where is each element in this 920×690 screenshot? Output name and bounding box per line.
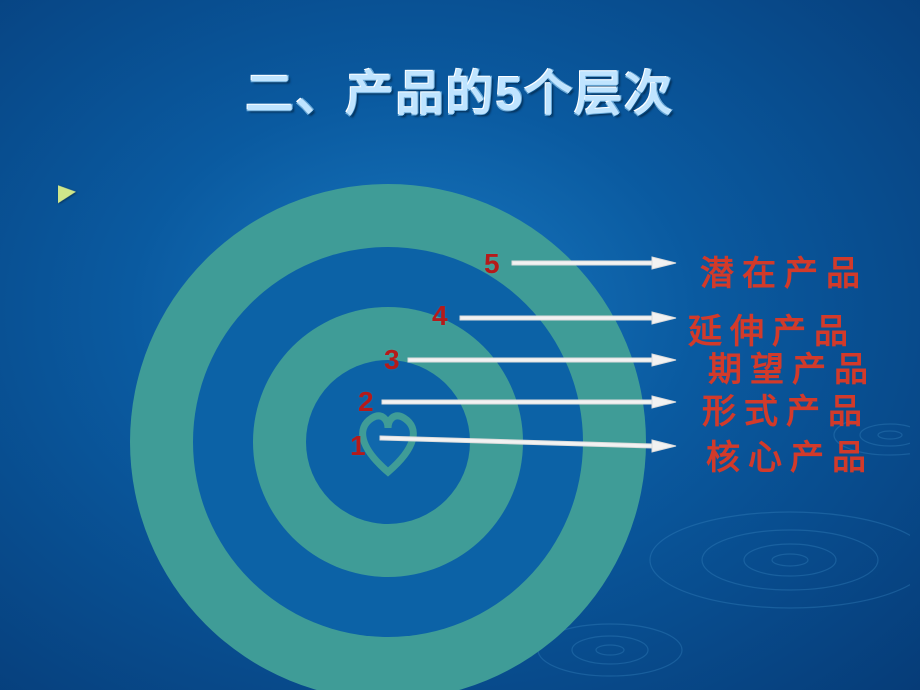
ring-number-1: 1 [350, 430, 366, 462]
ring-number-5: 5 [484, 248, 500, 280]
label-formal-product: 形式产品 [702, 384, 870, 433]
ring-number-4: 4 [432, 300, 448, 332]
slide: 二、产品的5个层次 [0, 0, 920, 690]
ring-number-2: 2 [358, 386, 374, 418]
label-core-product: 核心产品 [706, 430, 874, 479]
label-potential-product: 潜在产品 [700, 246, 868, 295]
ring-number-3: 3 [384, 344, 400, 376]
